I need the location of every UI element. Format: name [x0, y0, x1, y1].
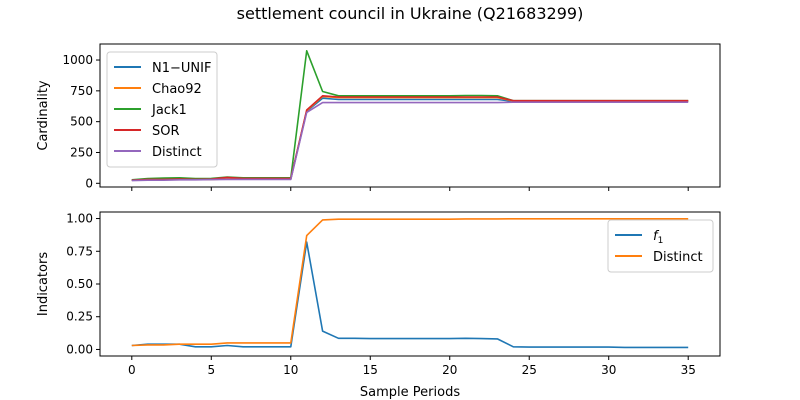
panel-indicators: 0 5 10 15 20 25 30 35 0.00 0.25 0.50 0.75 1.00 Indica…	[36, 211, 721, 400]
x-axis-label: Sample Periods	[360, 385, 460, 400]
axes-frame	[99, 43, 721, 188]
x-tick-label: 20	[442, 363, 457, 377]
legend-box	[607, 219, 714, 273]
legend-box	[106, 51, 218, 168]
y-tick-label: 0.50	[66, 277, 93, 291]
series-line-distinct	[131, 101, 689, 182]
x-tick-label: 15	[363, 363, 378, 377]
series-line-distinct	[131, 218, 689, 347]
x-tick-label: 0	[128, 363, 136, 377]
panel-cardinality: 0 250 500 750 1000 Cardinality N1−UNIF Chao92 Ja…	[36, 43, 721, 191]
legend: f1 Distinct	[607, 219, 714, 273]
x-tick-label: 35	[681, 363, 696, 377]
legend-label: Chao92	[152, 82, 202, 97]
legend-label: Distinct	[152, 145, 202, 160]
y-axis-label: Cardinality	[36, 80, 51, 151]
y-tick-label: 500	[70, 115, 93, 129]
y-tick-label: 0.00	[66, 342, 93, 356]
y-tick-label: 0	[85, 176, 93, 190]
legend-label: SOR	[152, 124, 180, 139]
series-line-f1	[131, 241, 689, 349]
x-tick-label: 10	[283, 363, 298, 377]
y-tick-label: 250	[70, 145, 93, 159]
y-tick-label: 750	[70, 84, 93, 98]
figure-title: settlement council in Ukraine (Q21683299…	[237, 4, 584, 23]
legend-label: Jack1	[151, 103, 187, 118]
x-tick-label: 5	[207, 363, 215, 377]
x-tick-label: 25	[522, 363, 537, 377]
x-tick-label: 30	[601, 363, 616, 377]
y-tick-label: 1000	[62, 53, 93, 67]
y-tick-label: 1.00	[66, 212, 93, 226]
legend-label: Distinct	[653, 250, 703, 265]
legend-label: N1−UNIF	[152, 61, 211, 76]
y-axis-label: Indicators	[36, 252, 51, 316]
y-tick-label: 0.75	[66, 244, 93, 258]
series-line-sor	[131, 95, 689, 181]
y-tick-label: 0.25	[66, 310, 93, 324]
legend-label: f1	[653, 229, 663, 246]
legend: N1−UNIF Chao92 Jack1 SOR Distinct	[106, 51, 218, 168]
